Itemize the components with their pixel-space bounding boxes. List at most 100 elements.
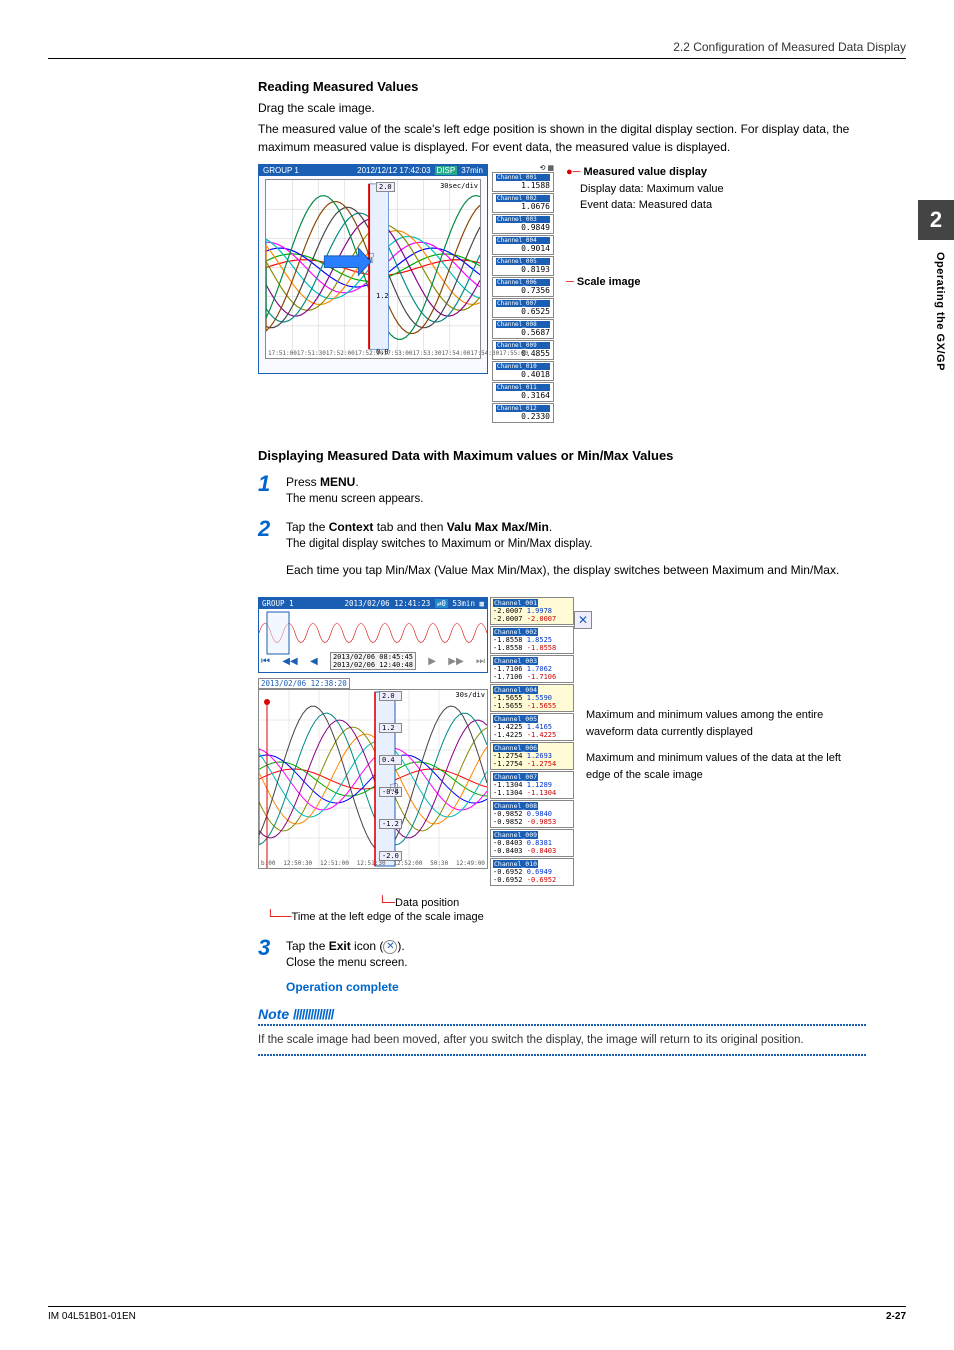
- digital-values-column: ⟲ ▦ Channel_0011.1588Channel_0021.0676Ch…: [492, 164, 554, 424]
- step2-sub: The digital display switches to Maximum …: [286, 536, 839, 553]
- minmax-cell-2: Channel_002-1.8558 1.8525-1.8558 -1.8558: [490, 626, 574, 654]
- note-rule-bottom: [258, 1054, 866, 1056]
- step2-text3: .: [549, 520, 552, 534]
- cursor-hand-icon: ☟: [366, 250, 375, 267]
- history-chart: 2.01.20.4-0.4-1.2-2.0 30s/div ☟ b:0012:5…: [258, 689, 488, 869]
- hist-wave-svg: [259, 690, 487, 868]
- step2-text1: Tap the: [286, 520, 329, 534]
- step-3-number: 3: [258, 937, 286, 972]
- step2-text2: tab and then: [373, 520, 446, 534]
- nav-ff-icon[interactable]: ▶▶: [448, 656, 463, 667]
- annot-left-edge: Maximum and minimum values of the data a…: [586, 750, 866, 783]
- overview-wave: [259, 610, 487, 656]
- fig2-window: 53min: [452, 599, 475, 608]
- footer-page: 2-27: [886, 1311, 906, 1322]
- cap-data-pos: Data position: [395, 897, 459, 909]
- step1-text1: Press: [286, 475, 320, 489]
- fig2-rate: 30s/div: [455, 691, 485, 699]
- cap-time-left: Time at the left edge of the scale image: [292, 911, 484, 923]
- scale-top-label: 2.0: [376, 182, 395, 192]
- minmax-cell-6: Channel_006-1.2754 1.2693-1.2754 -1.2754: [490, 742, 574, 770]
- minmax-cell-5: Channel_005-1.4225 1.4165-1.4225 -1.4225: [490, 713, 574, 741]
- chapter-side-label: Operating the GX/GP: [934, 252, 946, 371]
- annot-maxmin-all: Maximum and minimum values among the ent…: [586, 707, 866, 740]
- step1-text2: .: [355, 475, 358, 489]
- figure-2: GROUP 1 2013/02/06 12:41:23 ⇄0 53min ▦ ⏮…: [258, 597, 866, 887]
- step2-valumax: Valu Max Max/Min: [447, 520, 549, 534]
- digital-value-2: Channel_0021.0676: [492, 193, 554, 213]
- waveform-svg: [266, 180, 480, 355]
- annot-event-data: Event data: Measured data: [566, 197, 724, 214]
- step3-text3: ).: [397, 939, 404, 953]
- history-overview: GROUP 1 2013/02/06 12:41:23 ⇄0 53min ▦ ⏮…: [258, 597, 488, 673]
- fig1-xticks: 17:51:0017:51:3017:52:0017:52:3017:53:00…: [266, 350, 480, 357]
- hist-t1: 2013/02/06 08:45:45: [333, 653, 413, 661]
- note-heading: Note //////////////: [258, 1006, 866, 1022]
- trend-plot: 2.0 30sec/div 1.2 0.0 ☟ 17:51:0017:51:30…: [265, 179, 481, 359]
- annot-scale-image: Scale image: [577, 276, 641, 288]
- chapter-tab: 2: [918, 200, 954, 240]
- minmax-cell-9: Channel_009-0.8403 0.8381-0.8403 -0.8403: [490, 829, 574, 857]
- section-reading-title: Reading Measured Values: [258, 79, 866, 94]
- reading-p2: The measured value of the scale's left e…: [258, 121, 866, 156]
- trend-group: GROUP 1: [263, 166, 299, 175]
- step-1-number: 1: [258, 473, 286, 508]
- cursor-hand-icon-2: ☟: [389, 780, 399, 800]
- breadcrumb: 2.2 Configuration of Measured Data Displ…: [48, 40, 906, 59]
- fig2-scale-labels: 2.01.20.4-0.4-1.2-2.0: [379, 691, 402, 861]
- footer-doc-id: IM 04L51B01-01EN: [48, 1311, 136, 1322]
- minmax-cell-10: Channel_010-0.6952 0.6949-0.6952 -0.6952: [490, 858, 574, 886]
- scale-rate-label: 30sec/div: [440, 182, 478, 190]
- nav-first-icon[interactable]: ⏮: [261, 656, 270, 667]
- step2-p: Each time you tap Min/Max (Value Max Min…: [286, 562, 839, 579]
- time-left-edge: 2013/02/06 12:38:20: [258, 678, 350, 689]
- exit-icon[interactable]: ✕: [383, 940, 397, 954]
- nav-rew-icon[interactable]: ◀◀: [282, 656, 297, 667]
- digital-value-10: Channel_0100.4018: [492, 361, 554, 381]
- disp-badge: DISP: [435, 166, 458, 175]
- annot-measured-value: Measured value display: [584, 166, 708, 178]
- annot-disp-data: Display data: Maximum value: [566, 181, 724, 198]
- fig2-xticks: b:0012:50:3012:51:0012:51:3012:52:0050:3…: [259, 860, 487, 867]
- close-icon[interactable]: ✕: [574, 611, 592, 629]
- digital-value-12: Channel_0120.2330: [492, 403, 554, 423]
- nav-last-icon[interactable]: ⏭: [476, 656, 485, 667]
- trend-display: GROUP 1 2012/12/12 17:42:03 DISP 37min: [258, 164, 488, 374]
- fig2-group: GROUP 1: [262, 599, 294, 608]
- note-rule-top: [258, 1024, 866, 1026]
- minmax-values-column: ✕ Channel_001-2.0007 1.9978-2.0007 -2.00…: [490, 597, 574, 887]
- nav-back-icon[interactable]: ◀: [310, 656, 318, 667]
- minmax-cell-4: Channel_004-1.5655 1.5590-1.5655 -1.5655: [490, 684, 574, 712]
- nav-fwd-icon[interactable]: ▶: [428, 656, 436, 667]
- step3-exit: Exit: [329, 939, 351, 953]
- digital-value-4: Channel_0040.9014: [492, 235, 554, 255]
- minmax-cell-8: Channel_008-0.9852 0.9840-0.9852 -0.9853: [490, 800, 574, 828]
- step3-text1: Tap the: [286, 939, 329, 953]
- digital-value-5: Channel_0050.8193: [492, 256, 554, 276]
- digital-value-3: Channel_0030.9849: [492, 214, 554, 234]
- step1-sub: The menu screen appears.: [286, 491, 423, 508]
- step2-context: Context: [329, 520, 374, 534]
- minmax-cell-3: Channel_003-1.7106 1.7062-1.7106 -1.7106: [490, 655, 574, 683]
- reading-p1: Drag the scale image.: [258, 100, 866, 117]
- minmax-cell-7: Channel_007-1.1304 1.1289-1.1304 -1.1304: [490, 771, 574, 799]
- hist-t2: 2013/02/06 12:40:48: [333, 661, 413, 669]
- fig2-annotations: Maximum and minimum values among the ent…: [586, 707, 866, 783]
- digital-value-1: Channel_0011.1588: [492, 172, 554, 192]
- section-minmax-title: Displaying Measured Data with Maximum va…: [258, 448, 866, 463]
- scale-mid-label: 1.2: [376, 292, 389, 300]
- digital-value-7: Channel_0070.6525: [492, 298, 554, 318]
- fig2-timestamp: 2013/02/06 12:41:23: [345, 599, 431, 608]
- trend-timestamp: 2012/12/12 17:42:03: [357, 166, 430, 175]
- figure-1: GROUP 1 2012/12/12 17:42:03 DISP 37min: [258, 164, 866, 424]
- digital-value-8: Channel_0080.5687: [492, 319, 554, 339]
- step3-sub: Close the menu screen.: [286, 955, 407, 972]
- note-body: If the scale image had been moved, after…: [258, 1032, 866, 1048]
- step1-menu: MENU: [320, 475, 355, 489]
- step3-text2: icon (: [351, 939, 384, 953]
- operation-complete: Operation complete: [286, 980, 866, 994]
- minmax-cell-1: Channel_001-2.0007 1.9978-2.0007 -2.0007: [490, 597, 574, 625]
- digital-value-11: Channel_0110.3164: [492, 382, 554, 402]
- step-2-number: 2: [258, 518, 286, 583]
- trend-window: 37min: [461, 166, 483, 175]
